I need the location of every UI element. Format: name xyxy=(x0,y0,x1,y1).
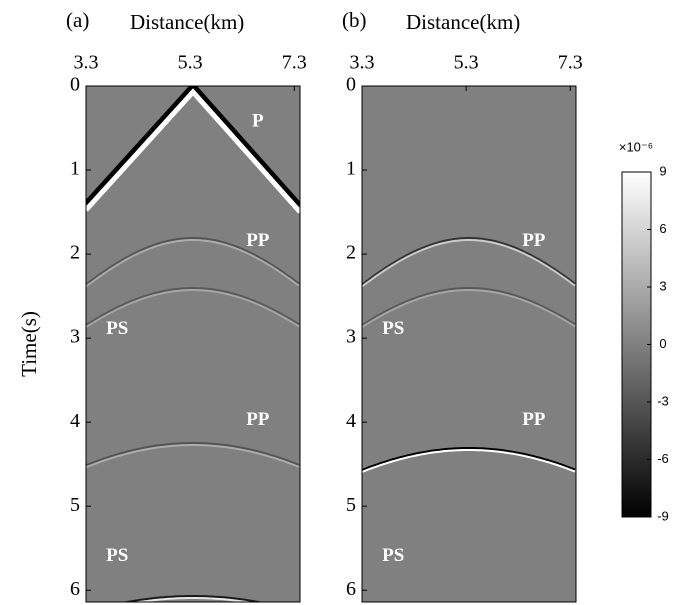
direct-dark xyxy=(86,86,300,208)
y-tick-label: 0 xyxy=(346,74,356,96)
colorbar-tick-label: -9 xyxy=(657,508,669,523)
annotation: PS xyxy=(382,545,404,566)
annotation: P xyxy=(252,110,264,131)
event-dark xyxy=(121,595,265,602)
seismic-section xyxy=(86,86,300,602)
event-light xyxy=(86,444,300,469)
annotation: PP xyxy=(246,230,270,251)
x-axis-label: Distance(km) xyxy=(130,10,244,34)
panel-label: (b) xyxy=(342,8,367,32)
y-tick-label: 2 xyxy=(346,242,356,264)
x-tick-label: 3.3 xyxy=(350,52,375,74)
annotation: PP xyxy=(522,230,546,251)
y-tick-label: 4 xyxy=(346,410,356,432)
wavefield xyxy=(362,237,576,473)
x-tick-label: 5.3 xyxy=(454,52,479,74)
colorbar-tick-label: -6 xyxy=(657,451,669,466)
x-tick-label: 7.3 xyxy=(282,52,307,74)
colorbar-tick-label: 0 xyxy=(659,336,666,351)
y-tick-label: 5 xyxy=(70,494,80,516)
event-dark xyxy=(362,237,576,286)
y-axis-label: Time(s) xyxy=(17,311,41,377)
event-light xyxy=(362,239,576,288)
colorbar-title: ×10⁻⁶ xyxy=(619,139,653,154)
event-light xyxy=(86,239,300,288)
y-tick-label: 4 xyxy=(70,410,80,432)
y-tick-label: 0 xyxy=(70,74,80,96)
event-light xyxy=(362,449,576,473)
wavefield xyxy=(86,86,300,602)
x-tick-label: 3.3 xyxy=(74,52,99,74)
annotation: PS xyxy=(106,545,128,566)
y-tick-label: 1 xyxy=(346,158,356,180)
frame xyxy=(85,85,301,603)
event-light xyxy=(362,289,576,328)
y-tick-label: 2 xyxy=(70,242,80,264)
x-tick-label: 5.3 xyxy=(178,52,203,74)
y-tick-label: 3 xyxy=(70,326,80,348)
y-tick-label: 6 xyxy=(346,578,356,600)
colorbar xyxy=(621,171,652,518)
frame xyxy=(361,85,577,603)
event-light xyxy=(86,289,300,328)
event-dark xyxy=(86,237,300,286)
event-light xyxy=(133,597,253,602)
colorbar-tick-label: 6 xyxy=(659,221,666,236)
annotation: PP xyxy=(246,409,270,430)
panel-label: (a) xyxy=(66,8,89,32)
y-tick-label: 6 xyxy=(70,578,80,600)
annotation: PS xyxy=(382,318,404,339)
x-axis-label: Distance(km) xyxy=(406,10,520,34)
event-dark xyxy=(362,287,576,326)
x-tick-label: 7.3 xyxy=(558,52,583,74)
direct-light xyxy=(86,88,300,214)
annotation: PS xyxy=(106,318,128,339)
colorbar-tick-label: -3 xyxy=(657,393,669,408)
annotation: PP xyxy=(522,409,546,430)
event-dark xyxy=(86,442,300,467)
event-dark xyxy=(362,447,576,471)
seismic-section xyxy=(362,86,576,602)
y-tick-label: 3 xyxy=(346,326,356,348)
colorbar-tick-label: 9 xyxy=(659,163,666,178)
y-tick-label: 1 xyxy=(70,158,80,180)
y-tick-label: 5 xyxy=(346,494,356,516)
colorbar-tick-label: 3 xyxy=(659,278,666,293)
event-dark xyxy=(86,287,300,326)
